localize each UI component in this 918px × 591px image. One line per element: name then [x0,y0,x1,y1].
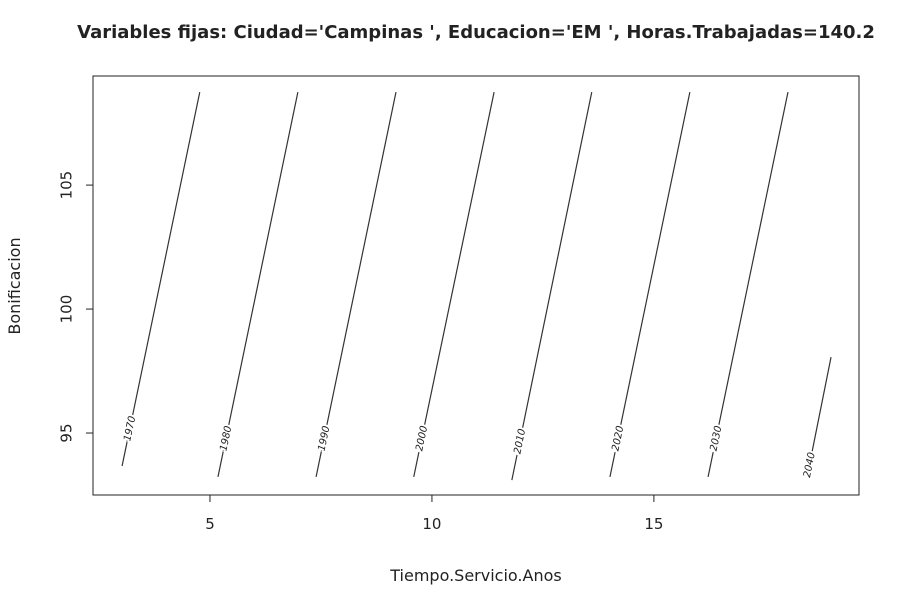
contour-line [511,91,593,481]
contour-line [315,91,397,478]
chart-title: Variables fijas: Ciudad='Campinas ', Edu… [77,22,875,43]
contour-label: 1990 [317,425,333,452]
y-tick-label: 100 [58,295,76,324]
x-axis-label: Tiempo.Servicio.Anos [389,566,561,585]
contour-label: 1980 [218,425,234,452]
contour-label: 1970 [122,415,138,442]
contour-line [413,91,495,478]
plot-frame [92,75,860,496]
contour-label: 2000 [414,425,430,452]
contour-line [609,91,691,478]
contour-line [707,91,789,478]
y-tick-label: 105 [58,171,76,200]
y-axis-label: Bonificacion [5,237,24,334]
contour-label: 2010 [512,428,528,455]
contour-line [217,91,299,478]
contour-label: 2020 [610,425,626,452]
contour-label: 2030 [709,425,725,452]
contour-label: 2040 [802,451,818,478]
x-tick-label: 10 [422,515,441,533]
contour-line [806,357,832,478]
x-tick-label: 5 [205,515,215,533]
contour-line [121,91,201,467]
y-tick-label: 95 [58,423,76,442]
x-tick-label: 15 [644,515,663,533]
